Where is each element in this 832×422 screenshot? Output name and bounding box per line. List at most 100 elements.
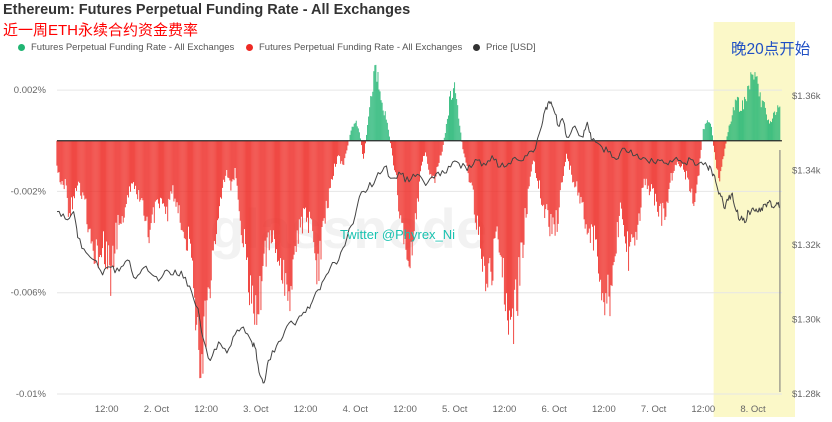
funding-bar xyxy=(760,107,762,141)
funding-bar xyxy=(551,140,553,235)
funding-bar xyxy=(484,140,486,266)
funding-bar xyxy=(163,140,165,204)
funding-bar xyxy=(582,140,584,202)
funding-bar xyxy=(145,140,147,221)
funding-bar xyxy=(177,140,179,214)
funding-bar xyxy=(568,140,569,162)
funding-bar xyxy=(269,140,271,231)
funding-bar xyxy=(272,140,274,231)
funding-bar xyxy=(203,140,205,317)
funding-bar xyxy=(300,140,302,217)
funding-bar xyxy=(204,140,206,301)
funding-bar xyxy=(169,140,171,200)
funding-bar xyxy=(594,140,595,226)
funding-bar xyxy=(186,140,188,251)
funding-bar xyxy=(237,140,239,200)
funding-bar xyxy=(717,140,719,170)
funding-bar xyxy=(640,140,642,208)
legend-item-funding-negative[interactable]: Futures Perpetual Funding Rate - All Exc… xyxy=(246,42,462,53)
funding-bar xyxy=(215,140,217,235)
funding-bar xyxy=(597,140,598,257)
funding-bar xyxy=(271,140,273,243)
funding-bar xyxy=(401,140,403,223)
funding-bar xyxy=(142,140,144,201)
funding-bar xyxy=(675,140,677,166)
legend-item-price[interactable]: Price [USD] xyxy=(473,42,536,53)
funding-bar xyxy=(165,140,167,214)
funding-bar xyxy=(486,140,488,284)
funding-bar xyxy=(210,140,212,281)
funding-bar xyxy=(705,122,707,141)
funding-bar xyxy=(666,140,668,202)
watermark-text: Twitter @Phyrex_Ni xyxy=(340,227,455,242)
funding-bar xyxy=(644,140,646,186)
funding-bar xyxy=(440,140,442,156)
funding-bar xyxy=(122,140,124,223)
funding-bar xyxy=(442,140,444,145)
funding-bar xyxy=(749,89,751,141)
funding-bar xyxy=(243,140,245,230)
funding-bar xyxy=(599,140,601,282)
funding-bar xyxy=(514,140,516,290)
funding-bar xyxy=(488,140,490,264)
funding-bar xyxy=(615,140,617,254)
funding-bar xyxy=(113,140,115,268)
funding-bar xyxy=(97,140,99,269)
funding-bar xyxy=(585,140,587,225)
funding-bar xyxy=(125,140,127,205)
funding-bar xyxy=(89,140,91,229)
funding-bar xyxy=(357,128,359,141)
funding-bar xyxy=(61,140,63,182)
legend-item-funding-positive[interactable]: Futures Perpetual Funding Rate - All Exc… xyxy=(18,42,234,53)
funding-bar xyxy=(614,140,616,257)
funding-bar xyxy=(450,91,451,141)
funding-bar xyxy=(77,140,79,186)
funding-bar xyxy=(454,82,456,141)
funding-bar xyxy=(385,119,387,141)
funding-bar xyxy=(732,107,734,141)
funding-bar xyxy=(398,140,400,212)
funding-bar xyxy=(372,91,374,141)
funding-bar xyxy=(155,140,157,201)
funding-bar xyxy=(756,76,758,141)
funding-bar xyxy=(544,140,546,219)
funding-bar xyxy=(460,132,462,141)
funding-bar xyxy=(391,140,392,149)
funding-bar xyxy=(634,140,636,246)
funding-bar xyxy=(123,140,125,218)
funding-bar xyxy=(153,140,155,223)
funding-bar xyxy=(475,140,477,230)
funding-bar xyxy=(304,140,305,210)
funding-bar xyxy=(483,140,485,257)
funding-bar xyxy=(764,107,766,141)
funding-bar xyxy=(552,140,554,218)
funding-bar xyxy=(423,140,424,157)
funding-bar xyxy=(684,140,685,172)
funding-bar xyxy=(567,140,568,159)
funding-bar xyxy=(254,140,256,325)
funding-bar xyxy=(468,140,470,183)
funding-bar xyxy=(193,140,195,289)
funding-bar xyxy=(433,140,435,177)
funding-bar xyxy=(769,123,770,141)
funding-bar xyxy=(744,96,746,141)
funding-bar xyxy=(387,129,389,141)
funding-bar xyxy=(647,140,649,186)
funding-bar xyxy=(439,140,441,156)
funding-bar xyxy=(761,100,763,141)
x-tick-label: 3. Oct xyxy=(243,404,269,415)
funding-bar xyxy=(59,140,61,183)
funding-bar xyxy=(601,140,603,301)
x-tick-label: 12:00 xyxy=(393,404,417,415)
funding-bar xyxy=(716,140,718,169)
funding-bar xyxy=(379,91,381,141)
funding-bar xyxy=(409,140,411,269)
funding-bar xyxy=(364,140,365,154)
funding-bar xyxy=(456,99,458,141)
funding-bar xyxy=(152,140,154,208)
funding-bar xyxy=(340,140,342,164)
funding-bar xyxy=(556,140,558,232)
funding-bar xyxy=(752,74,754,141)
funding-bar xyxy=(757,83,759,141)
funding-bar xyxy=(259,140,261,276)
